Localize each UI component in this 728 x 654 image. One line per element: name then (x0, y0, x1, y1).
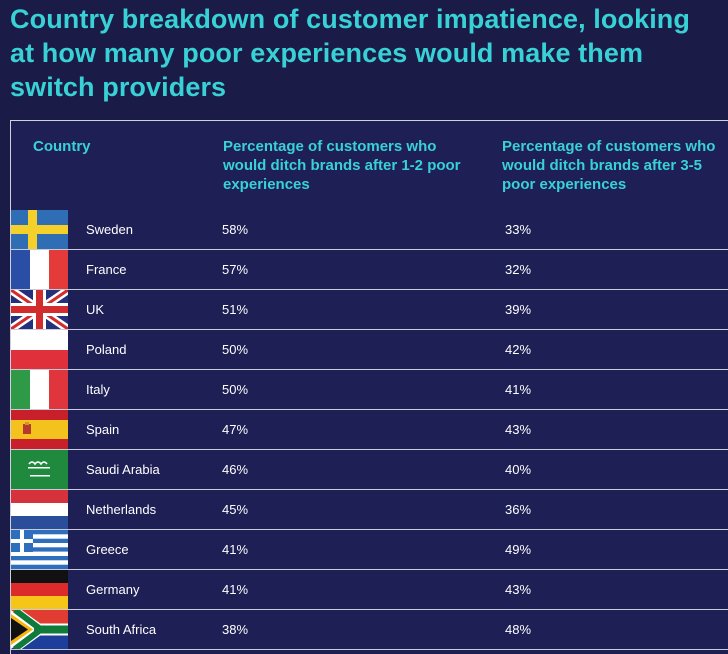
sweden-flag-icon (11, 210, 68, 249)
uk-flag-icon (11, 290, 68, 329)
table-body: Sweden 58% 33% France 57% 32% UK 51% 39%… (11, 210, 728, 650)
table-row: Poland 50% 42% (11, 330, 728, 370)
value-1-2-experiences: 47% (222, 422, 249, 437)
value-3-5-experiences: 43% (505, 422, 532, 437)
column-header-3-5-experiences: Percentage of customers who would ditch … (502, 138, 716, 193)
saudi-arabia-flag-icon (11, 450, 68, 489)
country-name: Saudi Arabia (86, 462, 160, 477)
country-name: France (86, 262, 127, 277)
france-flag-icon (11, 250, 68, 289)
column-header-country: Country (33, 138, 91, 155)
value-3-5-experiences: 33% (505, 222, 532, 237)
country-name: Netherlands (86, 502, 157, 517)
netherlands-flag-icon (11, 490, 68, 529)
value-1-2-experiences: 58% (222, 222, 249, 237)
value-3-5-experiences: 48% (505, 622, 532, 637)
greece-flag-icon (11, 530, 68, 569)
value-3-5-experiences: 40% (505, 462, 532, 477)
value-1-2-experiences: 50% (222, 342, 249, 357)
country-name: South Africa (86, 622, 157, 637)
poland-flag-icon (11, 330, 68, 369)
table-row: Italy 50% 41% (11, 370, 728, 410)
value-3-5-experiences: 42% (505, 342, 532, 357)
value-1-2-experiences: 57% (222, 262, 249, 277)
table-row: UK 51% 39% (11, 290, 728, 330)
table-row: Netherlands 45% 36% (11, 490, 728, 530)
table-row: Greece 41% 49% (11, 530, 728, 570)
table-row: Spain 47% 43% (11, 410, 728, 450)
italy-flag-icon (11, 370, 68, 409)
table-row: Saudi Arabia 46% 40% (11, 450, 728, 490)
country-name: Poland (86, 342, 127, 357)
data-table: Country Percentage of customers who woul… (10, 120, 728, 654)
value-1-2-experiences: 46% (222, 462, 249, 477)
germany-flag-icon (11, 570, 68, 609)
value-1-2-experiences: 45% (222, 502, 249, 517)
value-3-5-experiences: 36% (505, 502, 532, 517)
value-3-5-experiences: 39% (505, 302, 532, 317)
country-name: UK (86, 302, 105, 317)
value-1-2-experiences: 38% (222, 622, 249, 637)
value-3-5-experiences: 43% (505, 582, 532, 597)
country-name: Germany (86, 582, 140, 597)
value-1-2-experiences: 41% (222, 542, 249, 557)
table-row: France 57% 32% (11, 250, 728, 290)
chart-title: Country breakdown of customer impatience… (10, 4, 690, 102)
country-name: Italy (86, 382, 110, 397)
country-name: Sweden (86, 222, 133, 237)
value-1-2-experiences: 51% (222, 302, 249, 317)
table-row: Sweden 58% 33% (11, 210, 728, 250)
table-row: South Africa 38% 48% (11, 610, 728, 650)
country-name: Greece (86, 542, 129, 557)
value-1-2-experiences: 41% (222, 582, 249, 597)
value-1-2-experiences: 50% (222, 382, 249, 397)
spain-flag-icon (11, 410, 68, 449)
country-name: Spain (86, 422, 120, 437)
table-row: Germany 41% 43% (11, 570, 728, 610)
column-header-1-2-experiences: Percentage of customers who would ditch … (223, 138, 461, 193)
value-3-5-experiences: 49% (505, 542, 532, 557)
value-3-5-experiences: 41% (505, 382, 532, 397)
value-3-5-experiences: 32% (505, 262, 532, 277)
south-africa-flag-icon (11, 610, 68, 649)
